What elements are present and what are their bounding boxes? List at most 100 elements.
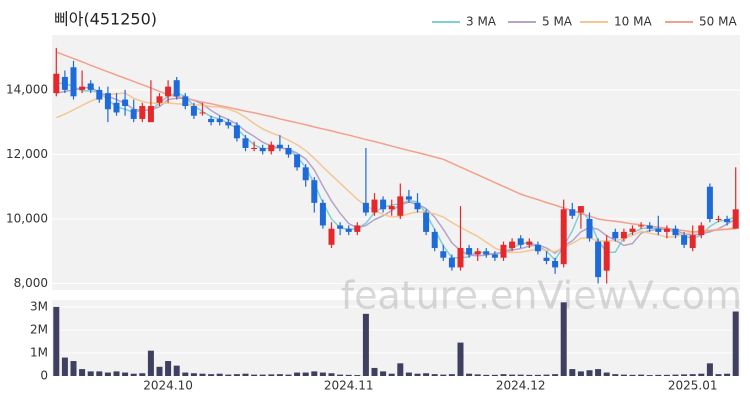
candle-body <box>139 106 146 119</box>
candle-body <box>466 248 473 255</box>
volume-bar <box>190 373 197 376</box>
volume-bar <box>362 313 369 376</box>
candle-body <box>423 212 430 232</box>
volume-bar <box>440 374 447 376</box>
candle-body <box>577 206 584 213</box>
volume-bar <box>595 369 602 376</box>
candle-body <box>663 228 670 232</box>
volume-bar <box>724 373 731 376</box>
candle-body <box>620 231 627 239</box>
candle-body <box>268 144 275 152</box>
watermark: feature.enViewV.com <box>341 274 742 318</box>
volume-bar <box>294 372 301 376</box>
volume-bar <box>569 369 576 376</box>
candle-body <box>448 257 455 268</box>
volume-bar <box>87 371 94 376</box>
y-tick-label: 14,000 <box>6 82 48 96</box>
candle-body <box>397 196 404 216</box>
candle-body <box>311 180 318 203</box>
candle-body <box>534 244 541 252</box>
price-plot-bg <box>52 35 740 290</box>
candle-body <box>70 67 77 97</box>
volume-bar <box>311 371 318 376</box>
volume-bar <box>552 374 559 376</box>
candle-body <box>732 209 739 229</box>
candle-body <box>698 225 705 236</box>
candle-body <box>285 147 292 155</box>
volume-bar <box>706 363 713 376</box>
candle-body <box>61 76 68 90</box>
candle-body <box>147 106 154 123</box>
candle-body <box>405 196 412 200</box>
y-tick-label: 1M <box>30 345 48 359</box>
volume-bar <box>199 373 206 376</box>
volume-bar <box>328 373 335 376</box>
candle-body <box>491 254 498 258</box>
volume-bar <box>337 374 344 376</box>
candle-body <box>569 209 576 216</box>
candle-body <box>122 99 129 107</box>
volume-bar <box>371 367 378 376</box>
candle-body <box>603 241 610 271</box>
volume-bar <box>405 372 412 376</box>
volume-bar <box>122 372 129 376</box>
volume-bar <box>681 374 688 376</box>
candle-body <box>517 238 524 245</box>
chart-title: 삐아(451250) <box>54 10 157 29</box>
volume-bar <box>698 373 705 376</box>
candle-body <box>483 251 490 255</box>
volume-bar <box>216 373 223 376</box>
ma-line <box>56 92 736 254</box>
volume-bar <box>70 361 77 376</box>
volume-bar <box>354 375 361 376</box>
candle-body <box>156 96 163 103</box>
volume-bar <box>629 374 636 376</box>
candle-body <box>345 228 352 232</box>
candle-body <box>526 241 533 245</box>
candle-body <box>388 206 395 210</box>
candle-body <box>130 109 137 119</box>
x-tick-label: 2024.10 <box>143 379 193 393</box>
volume-bar <box>173 365 180 376</box>
candle-body <box>276 144 283 148</box>
candle-body <box>543 257 550 261</box>
volume-bar <box>268 374 275 376</box>
candle-body <box>113 102 120 113</box>
volume-bar <box>509 374 516 376</box>
candle-body <box>242 138 249 148</box>
x-tick-label: 2024.12 <box>496 379 546 393</box>
volume-bar <box>380 371 387 376</box>
candle-body <box>53 73 60 94</box>
volume-bar <box>397 363 404 376</box>
candle-body <box>431 231 438 249</box>
volume-bar <box>182 372 189 376</box>
candle-body <box>724 218 731 223</box>
volume-bar <box>715 374 722 376</box>
candle-body <box>216 118 223 123</box>
candle-body <box>294 154 301 168</box>
volume-bar <box>689 374 696 376</box>
candle-body <box>190 106 197 116</box>
volume-bar <box>388 373 395 376</box>
volume-bar <box>586 370 593 376</box>
volume-bar <box>457 342 464 376</box>
volume-bar <box>113 371 120 376</box>
candle-body <box>560 209 567 265</box>
candle-body <box>689 235 696 249</box>
candle-body <box>225 122 232 126</box>
volume-bar <box>345 374 352 376</box>
volume-bar <box>534 374 541 376</box>
volume-bar <box>225 374 232 376</box>
volume-bar <box>663 374 670 376</box>
volume-bar <box>543 374 550 376</box>
candle-body <box>79 86 86 90</box>
volume-bar <box>672 374 679 376</box>
candle-body <box>328 228 335 245</box>
volume-bar <box>638 374 645 376</box>
volume-bar <box>526 374 533 376</box>
candle-body <box>208 118 215 123</box>
volume-bar <box>259 374 266 376</box>
volume-bar <box>319 372 326 376</box>
volume-bar <box>431 374 438 376</box>
